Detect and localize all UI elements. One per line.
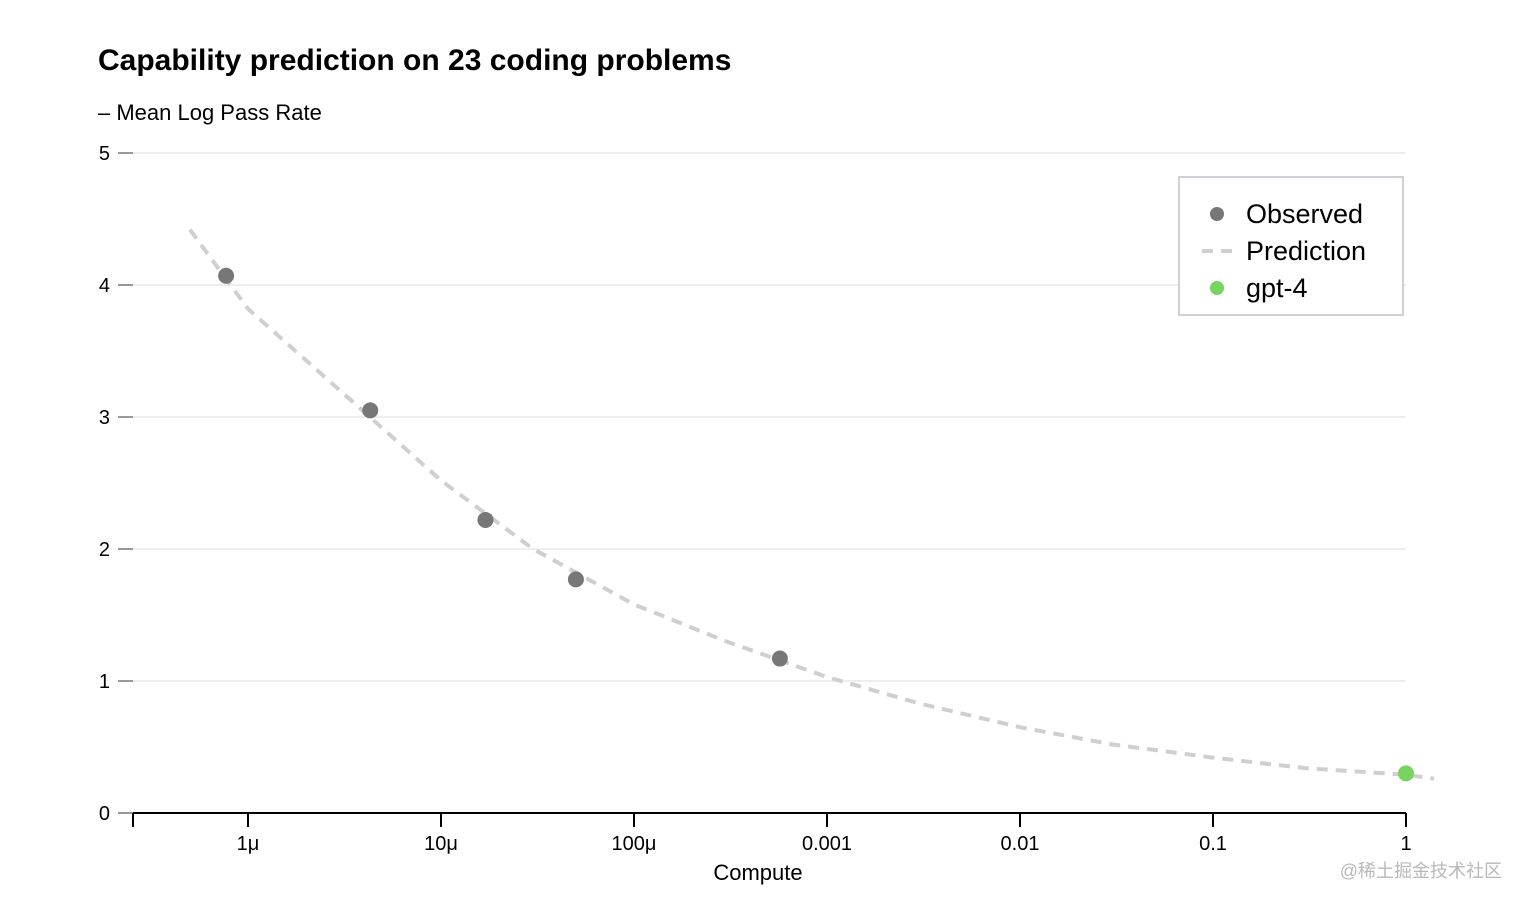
y-axis-label: – Mean Log Pass Rate bbox=[98, 100, 322, 125]
y-tick-label: 2 bbox=[99, 539, 110, 561]
observed-point bbox=[477, 511, 494, 528]
observed-dot-icon bbox=[1200, 199, 1234, 229]
y-tick-label: 0 bbox=[99, 803, 110, 825]
chart-title: Capability prediction on 23 coding probl… bbox=[98, 44, 732, 77]
gpt4-point bbox=[1398, 765, 1414, 782]
observed-point bbox=[218, 267, 235, 284]
observed-point bbox=[771, 650, 788, 667]
x-axis-label: Compute bbox=[713, 860, 803, 885]
y-tick-label: 1 bbox=[99, 671, 110, 693]
x-tick-label: 100μ bbox=[612, 833, 657, 855]
y-tick-label: 5 bbox=[99, 143, 110, 165]
observed-point bbox=[567, 571, 584, 588]
legend-label: Prediction bbox=[1246, 235, 1367, 266]
legend-item-observed: Observed bbox=[1200, 199, 1363, 229]
x-axis: 1μ 10μ 100μ 0.001 0.01 0.1 1 bbox=[132, 812, 1412, 855]
legend-label: gpt-4 bbox=[1246, 272, 1308, 303]
dashed-line-icon bbox=[1200, 236, 1234, 266]
legend-item-prediction: Prediction bbox=[1200, 236, 1366, 266]
prediction-line-layer bbox=[188, 228, 1435, 781]
x-tick-label: 10μ bbox=[424, 833, 458, 855]
prediction-line bbox=[188, 228, 1435, 781]
legend-label: Observed bbox=[1246, 198, 1364, 229]
points-layer bbox=[218, 267, 1414, 782]
x-tick-label: 0.001 bbox=[802, 833, 852, 855]
legend-item-gpt4: gpt-4 bbox=[1200, 273, 1308, 303]
gpt4-dot-icon bbox=[1200, 273, 1234, 303]
legend: Observed Prediction gpt-4 bbox=[1178, 176, 1404, 316]
y-tick-label: 4 bbox=[99, 275, 110, 297]
watermark: @稀土掘金技术社区 bbox=[1339, 861, 1502, 881]
y-axis: 0 1 2 3 4 5 bbox=[99, 143, 133, 825]
observed-point bbox=[362, 402, 379, 419]
x-tick-label: 1 bbox=[1400, 833, 1411, 855]
x-tick-label: 0.01 bbox=[1001, 833, 1040, 855]
x-tick-label: 0.1 bbox=[1199, 833, 1227, 855]
y-tick-label: 3 bbox=[99, 407, 110, 429]
x-tick-label: 1μ bbox=[237, 833, 260, 855]
